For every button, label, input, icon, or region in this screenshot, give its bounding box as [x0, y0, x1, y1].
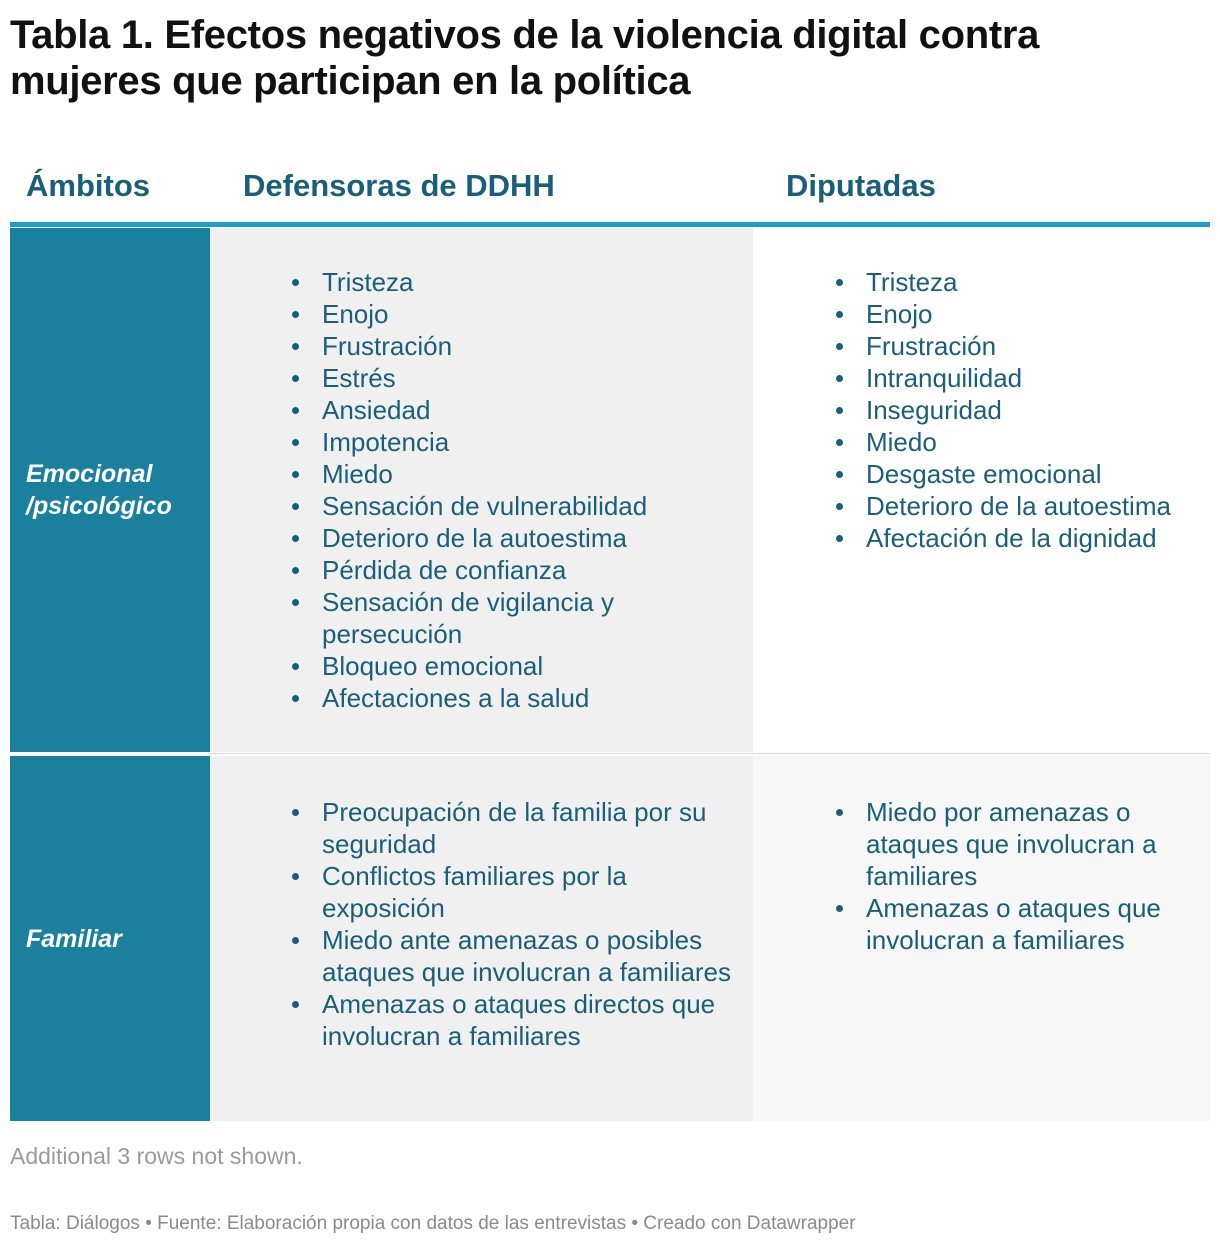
- list-item: Tristeza: [836, 266, 1206, 298]
- defensoras-list: Tristeza Enojo Frustración Estrés Ansiedad Im…: [292, 266, 742, 714]
- rows-not-shown-note: Additional 3 rows not shown.: [10, 1143, 303, 1169]
- row-divider: [210, 753, 1210, 754]
- list-item: Sensación de vulnerabilidad: [292, 490, 742, 522]
- diputadas-list: Miedo por amenazas o ataques que involuc…: [836, 796, 1206, 956]
- ambito-cell: Emocional /psicológico: [10, 228, 210, 752]
- list-item: Enojo: [292, 298, 742, 330]
- ambito-label: Emocional /psicológico: [26, 460, 172, 520]
- diputadas-cell: Tristeza Enojo Frustración Intranquilidad In…: [753, 228, 1210, 752]
- column-header-diputadas: Diputadas: [786, 168, 936, 203]
- diputadas-cell: Miedo por amenazas o ataques que involuc…: [753, 756, 1210, 1121]
- list-item: Amenazas o ataques directos que involucr…: [292, 988, 742, 1052]
- list-item: Impotencia: [292, 426, 742, 458]
- list-item: Sensación de vigilancia y persecución: [292, 586, 742, 650]
- list-item: Miedo: [836, 426, 1206, 458]
- list-item: Afectación de la dignidad: [836, 522, 1206, 554]
- ambito-label: Familiar: [26, 924, 122, 953]
- list-item: Conflictos familiares por la exposición: [292, 860, 742, 924]
- list-item: Inseguridad: [836, 394, 1206, 426]
- list-item: Afectaciones a la salud: [292, 682, 742, 714]
- list-item: Miedo por amenazas o ataques que involuc…: [836, 796, 1206, 892]
- list-item: Tristeza: [292, 266, 742, 298]
- source-footer: Tabla: Diálogos • Fuente: Elaboración pr…: [10, 1213, 856, 1234]
- list-item: Desgaste emocional: [836, 458, 1206, 490]
- list-item: Pérdida de confianza: [292, 554, 742, 586]
- list-item: Miedo ante amenazas o posibles ataques q…: [292, 924, 742, 988]
- list-item: Intranquilidad: [836, 362, 1206, 394]
- table-row-emocional: Emocional /psicológico Tristeza Enojo Frus…: [10, 228, 1210, 752]
- defensoras-cell: Tristeza Enojo Frustración Estrés Ansiedad Im…: [210, 228, 753, 752]
- column-header-defensoras: Defensoras de DDHH: [243, 168, 555, 203]
- table-header: Ámbitos Defensoras de DDHH Diputadas: [10, 160, 1210, 222]
- list-item: Frustración: [292, 330, 742, 362]
- list-item: Frustración: [836, 330, 1206, 362]
- list-item: Deterioro de la autoestima: [836, 490, 1206, 522]
- list-item: Enojo: [836, 298, 1206, 330]
- list-item: Amenazas o ataques que involucran a fami…: [836, 892, 1206, 956]
- list-item: Deterioro de la autoestima: [292, 522, 742, 554]
- list-item: Estrés: [292, 362, 742, 394]
- ambito-cell: Familiar: [10, 756, 210, 1121]
- list-item: Preocupación de la familia por su seguri…: [292, 796, 742, 860]
- defensoras-cell: Preocupación de la familia por su seguri…: [210, 756, 753, 1121]
- list-item: Bloqueo emocional: [292, 650, 742, 682]
- list-item: Miedo: [292, 458, 742, 490]
- column-header-ambitos: Ámbitos: [26, 168, 150, 203]
- header-divider: [10, 222, 1210, 227]
- diputadas-list: Tristeza Enojo Frustración Intranquilidad In…: [836, 266, 1206, 554]
- table-title: Tabla 1. Efectos negativos de la violenc…: [10, 13, 1040, 103]
- list-item: Ansiedad: [292, 394, 742, 426]
- table-row-familiar: Familiar Preocupación de la familia por …: [10, 756, 1210, 1121]
- defensoras-list: Preocupación de la familia por su seguri…: [292, 796, 742, 1052]
